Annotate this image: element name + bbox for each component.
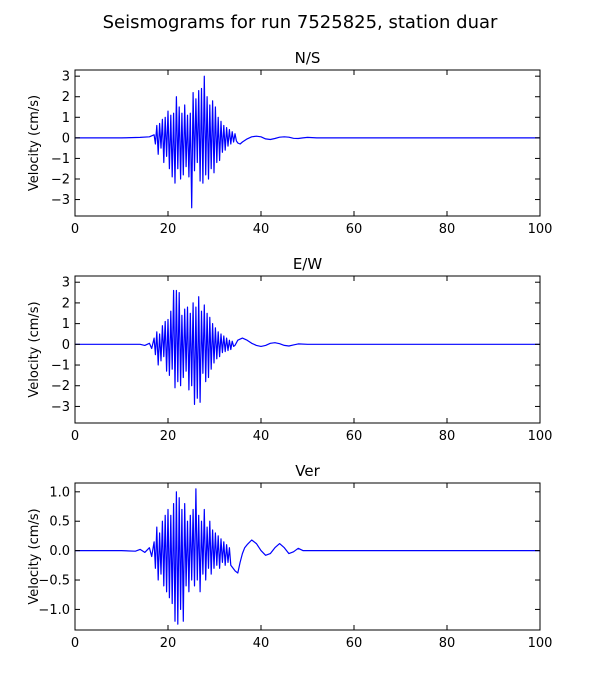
plot-frame	[74, 69, 541, 217]
x-tick-label: 60	[346, 429, 363, 444]
x-tick-label: 80	[439, 636, 456, 651]
panel-3: Ver Velocity (cm/s) 0 20 40 60 80 100 −1.0 −0.5 0.…	[27, 462, 552, 651]
panel-title: N/S	[295, 49, 321, 67]
x-tick-label: 100	[528, 222, 553, 237]
x-tick-label: 100	[528, 429, 553, 444]
y-tick-label: 1	[62, 317, 70, 332]
x-tick-label: 20	[160, 429, 177, 444]
figure-title: Seismograms for run 7525825, station dua…	[103, 12, 498, 33]
y-tick-label: 0.0	[49, 544, 70, 559]
y-tick-label: 3	[62, 276, 70, 291]
x-tick-label: 40	[253, 636, 270, 651]
x-tick-label: 20	[160, 636, 177, 651]
y-tick-label: 2	[62, 90, 70, 105]
y-tick-label: −2	[51, 379, 70, 394]
panel-title: Ver	[295, 462, 320, 480]
y-tick-label: 3	[62, 70, 70, 85]
seismogram-trace	[75, 75, 540, 209]
y-tick-label: 0	[62, 338, 70, 353]
x-tick-label: 80	[439, 429, 456, 444]
y-tick-label: −0.5	[38, 574, 70, 589]
y-tick-label: 1	[62, 111, 70, 126]
x-tick-label: 40	[253, 429, 270, 444]
plot-frame	[74, 275, 541, 424]
x-tick-label: 20	[160, 222, 177, 237]
panel-title: E/W	[293, 255, 323, 273]
x-tick-label: 60	[346, 222, 363, 237]
x-tick-label: 0	[71, 429, 79, 444]
y-axis-label: Velocity (cm/s)	[27, 508, 42, 604]
panel-1: N/S Velocity (cm/s) 0 20 40 60 80 100 −3 −2 −1 0 1 2 3	[27, 49, 552, 237]
y-tick-label: −3	[51, 193, 70, 208]
panel-2: E/W Velocity (cm/s) 0 20 40 60 80 100 −3 −2 −1 0 1 2 3	[27, 255, 552, 444]
y-tick-label: 2	[62, 296, 70, 311]
plot-frame	[74, 482, 541, 631]
seismogram-trace	[75, 488, 540, 625]
y-tick-label: 1.0	[49, 485, 70, 500]
x-tick-label: 40	[253, 222, 270, 237]
y-axis-label: Velocity (cm/s)	[27, 301, 42, 397]
seismogram-trace	[75, 289, 540, 405]
y-tick-label: −2	[51, 172, 70, 187]
x-tick-label: 0	[71, 636, 79, 651]
y-tick-label: 0	[62, 131, 70, 146]
x-tick-label: 60	[346, 636, 363, 651]
y-tick-label: −1	[51, 152, 70, 167]
x-tick-label: 0	[71, 222, 79, 237]
y-tick-label: −3	[51, 400, 70, 415]
x-tick-label: 80	[439, 222, 456, 237]
y-axis-label: Velocity (cm/s)	[27, 95, 42, 191]
y-tick-label: 0.5	[49, 515, 70, 530]
y-tick-label: −1.0	[38, 603, 70, 618]
y-tick-label: −1	[51, 359, 70, 374]
x-tick-label: 100	[528, 636, 553, 651]
